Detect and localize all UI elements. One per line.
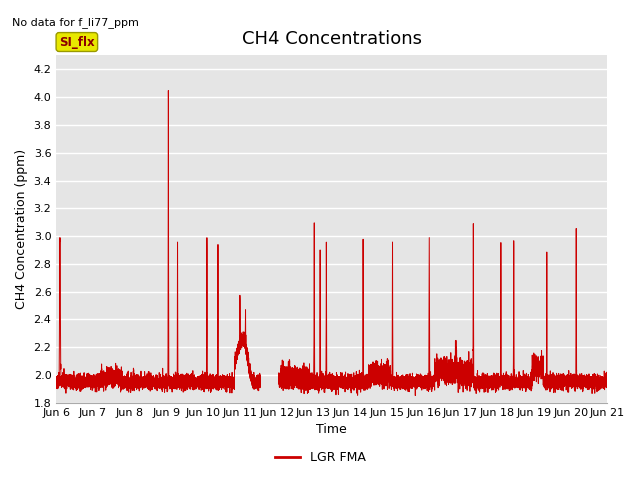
Title: CH4 Concentrations: CH4 Concentrations [242,30,422,48]
X-axis label: Time: Time [317,423,348,436]
Legend: LGR FMA: LGR FMA [269,446,371,469]
Y-axis label: CH4 Concentration (ppm): CH4 Concentration (ppm) [15,149,28,309]
Text: No data for f_li77_ppm: No data for f_li77_ppm [12,17,139,28]
Text: SI_flx: SI_flx [59,36,95,48]
